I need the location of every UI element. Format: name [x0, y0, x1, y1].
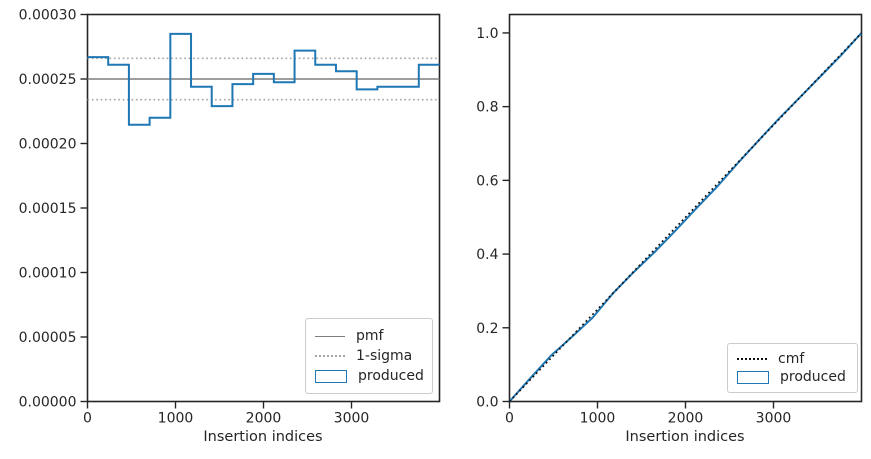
legend-item-produced-right: produced	[737, 370, 848, 384]
legend-label-1-sigma: 1-sigma	[356, 348, 413, 364]
y-tick-label: 0.2	[476, 321, 498, 337]
x-tick-label: 2000	[668, 411, 704, 427]
y-tick-label: 0.00000	[19, 395, 77, 411]
legend-label-cmf: cmf	[778, 351, 805, 367]
y-tick-label: 0.0	[476, 395, 498, 411]
y-tick-label: 1.0	[476, 26, 498, 42]
x-tick-label: 0	[505, 411, 514, 427]
y-tick-label: 0.00025	[19, 72, 77, 88]
x-tick-label: 1000	[580, 411, 616, 427]
cmf-line-swatch	[737, 358, 767, 360]
produced-step-line	[87, 32, 440, 126]
y-tick-label: 0.00010	[19, 266, 77, 282]
right-legend: cmf produced	[727, 343, 858, 393]
y-tick-label: 0.8	[476, 100, 498, 116]
y-tick-label: 0.6	[476, 173, 498, 189]
legend-label-pmf: pmf	[356, 328, 384, 344]
legend-label-produced: produced	[358, 368, 424, 384]
legend-item-cmf: cmf	[737, 352, 848, 366]
y-tick-label: 0.00015	[19, 201, 77, 217]
produced-patch-swatch	[315, 369, 347, 383]
x-tick-label: 1000	[158, 411, 194, 427]
legend-item-produced: produced	[315, 368, 424, 384]
legend-item-1-sigma: 1-sigma	[315, 349, 423, 363]
left-legend: pmf 1-sigma produced	[305, 318, 433, 394]
produced-cmf-line	[508, 32, 863, 403]
y-tick-label: 0.00020	[19, 137, 77, 153]
y-tick-label: 0.00030	[19, 8, 77, 24]
produced-patch-swatch	[737, 370, 769, 384]
pmf-line-swatch	[315, 335, 345, 337]
x-tick-label: 0	[83, 411, 92, 427]
y-tick-label: 0.00005	[19, 330, 77, 346]
cmf-line	[508, 32, 863, 403]
right-xaxis-label: Insertion indices	[625, 429, 745, 445]
left-xaxis-label: Insertion indices	[203, 429, 323, 445]
legend-label-produced-right: produced	[780, 369, 846, 385]
x-tick-label: 3000	[334, 411, 370, 427]
sigma-line-swatch	[315, 355, 345, 357]
y-tick-label: 0.4	[476, 247, 498, 263]
x-tick-label: 3000	[756, 411, 792, 427]
legend-item-pmf: pmf	[315, 329, 423, 343]
x-tick-label: 2000	[246, 411, 282, 427]
